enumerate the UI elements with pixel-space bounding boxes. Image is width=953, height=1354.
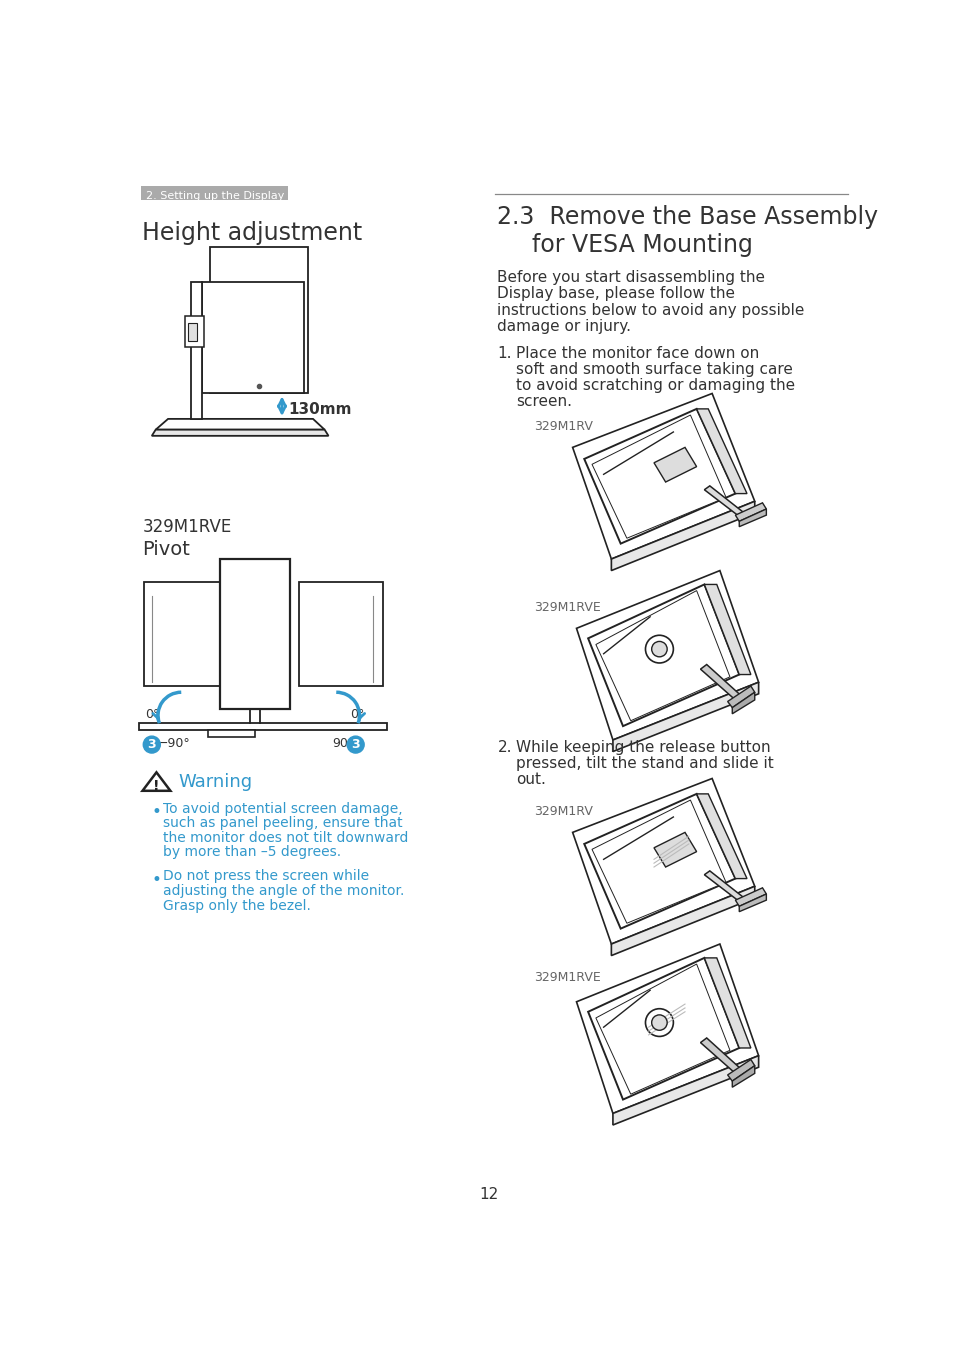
Text: Do not press the screen while: Do not press the screen while [162,869,369,883]
Text: Place the monitor face down on: Place the monitor face down on [516,345,759,360]
Text: adjusting the angle of the monitor.: adjusting the angle of the monitor. [162,884,404,898]
Text: 0°: 0° [146,708,160,720]
Polygon shape [587,585,739,726]
Text: Warning: Warning [178,773,252,791]
FancyBboxPatch shape [141,187,288,200]
Polygon shape [727,686,754,708]
Text: 2.: 2. [497,741,512,756]
Polygon shape [192,282,202,418]
Polygon shape [220,559,290,709]
Text: 0°: 0° [350,708,364,720]
Text: To avoid potential screen damage,: To avoid potential screen damage, [162,802,402,815]
Text: Pivot: Pivot [142,540,191,559]
Text: such as panel peeling, ensure that: such as panel peeling, ensure that [162,816,402,830]
Polygon shape [208,730,254,737]
Polygon shape [703,486,746,519]
Polygon shape [654,833,696,867]
Text: •: • [152,871,161,888]
Polygon shape [727,1060,754,1080]
Polygon shape [572,394,754,559]
Text: 3: 3 [148,738,156,751]
Circle shape [645,635,673,663]
Polygon shape [144,582,228,686]
Text: instructions below to avoid any possible: instructions below to avoid any possible [497,303,804,318]
Polygon shape [611,887,754,956]
Text: 329M1RV: 329M1RV [534,806,592,818]
Text: soft and smooth surface taking care: soft and smooth surface taking care [516,362,792,376]
Text: 90°: 90° [332,737,355,750]
Polygon shape [703,957,750,1048]
Polygon shape [703,871,746,903]
Text: Display base, please follow the: Display base, please follow the [497,287,735,302]
Polygon shape [152,429,328,436]
Text: •: • [152,803,161,821]
Text: out.: out. [516,772,545,787]
Text: !: ! [153,779,159,793]
Polygon shape [592,416,725,539]
Text: Height adjustment: Height adjustment [142,221,362,245]
Circle shape [347,737,364,753]
Polygon shape [732,1066,754,1087]
Text: 3: 3 [351,738,359,751]
Text: While keeping the release button: While keeping the release button [516,741,770,756]
Polygon shape [142,772,171,791]
Polygon shape [612,1056,758,1125]
Polygon shape [576,570,758,741]
Text: −90°: −90° [158,737,191,750]
Polygon shape [576,944,758,1113]
Circle shape [651,642,666,657]
Text: to avoid scratching or damaging the: to avoid scratching or damaging the [516,378,795,393]
Text: Grasp only the bezel.: Grasp only the bezel. [162,899,310,913]
Text: pressed, tilt the stand and slide it: pressed, tilt the stand and slide it [516,756,773,772]
Polygon shape [185,317,204,347]
Polygon shape [739,509,765,527]
Text: screen.: screen. [516,394,572,409]
Text: 329M1RVE: 329M1RVE [142,519,232,536]
Polygon shape [596,964,729,1094]
Polygon shape [700,665,740,700]
Text: 2. Setting up the Display: 2. Setting up the Display [146,191,284,200]
Text: 130mm: 130mm [288,402,352,417]
Polygon shape [732,692,754,714]
Polygon shape [611,501,754,570]
Text: 2.3  Remove the Base Assembly: 2.3 Remove the Base Assembly [497,204,878,229]
Polygon shape [210,248,307,394]
Text: by more than –5 degrees.: by more than –5 degrees. [162,845,340,860]
Polygon shape [596,590,729,720]
Text: 1.: 1. [497,345,512,360]
Circle shape [143,737,160,753]
Polygon shape [298,582,382,686]
Text: 12: 12 [478,1186,498,1201]
Polygon shape [735,888,765,906]
Polygon shape [587,957,739,1099]
Polygon shape [654,447,696,482]
Polygon shape [583,793,735,929]
Polygon shape [155,418,324,429]
Circle shape [645,1009,673,1036]
Polygon shape [703,585,750,674]
Polygon shape [739,894,765,911]
Text: for VESA Mounting: for VESA Mounting [531,233,752,257]
Circle shape [651,1016,666,1030]
Polygon shape [188,322,196,341]
Text: 329M1RVE: 329M1RVE [534,601,600,615]
Polygon shape [583,409,735,543]
Text: Before you start disassembling the: Before you start disassembling the [497,271,764,286]
Polygon shape [612,682,758,751]
Polygon shape [592,800,725,923]
Polygon shape [202,282,303,394]
Polygon shape [572,779,754,944]
Polygon shape [138,723,386,730]
Polygon shape [700,1039,740,1074]
Text: the monitor does not tilt downward: the monitor does not tilt downward [162,831,408,845]
Polygon shape [696,409,746,494]
Text: damage or injury.: damage or injury. [497,318,631,334]
Text: 329M1RVE: 329M1RVE [534,971,600,984]
Text: 329M1RV: 329M1RV [534,421,592,433]
Polygon shape [696,793,746,879]
Polygon shape [735,502,765,521]
